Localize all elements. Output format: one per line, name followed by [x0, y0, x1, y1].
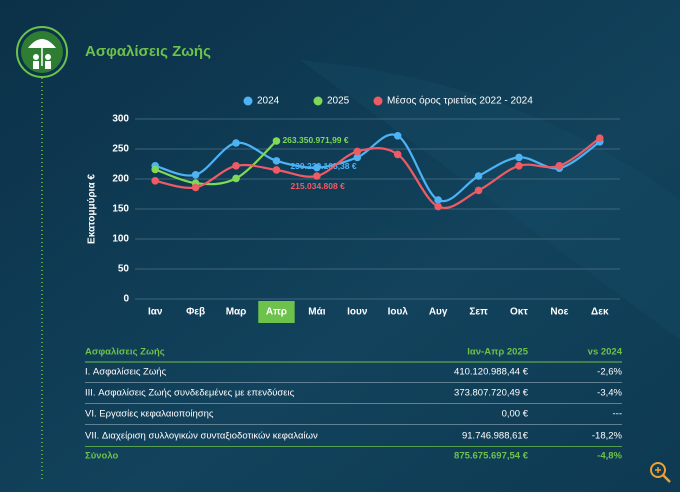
x-tick-label: Αυγ — [429, 307, 448, 318]
table-cell: 410.120.988,44 € — [454, 367, 529, 378]
point — [151, 177, 160, 185]
table-header: Ασφαλίσεις Ζωής — [85, 347, 165, 358]
y-tick-label: 100 — [112, 234, 129, 245]
x-tick-label: Ιαν — [148, 307, 163, 318]
point — [272, 137, 281, 145]
table-cell: VI. Εργασίες κεφαλαιοποίησης — [85, 409, 214, 420]
x-tick-label: Ιουν — [347, 307, 368, 318]
point — [272, 166, 281, 174]
y-tick-label: 150 — [112, 204, 129, 215]
point — [353, 153, 362, 162]
x-tick-label: Οκτ — [510, 307, 528, 318]
table-header: vs 2024 — [588, 347, 623, 358]
point — [434, 196, 442, 204]
data-label: 263.350.971,99 € — [282, 135, 348, 145]
x-tick-label: Δεκ — [591, 307, 609, 318]
table-cell: 0,00 € — [502, 409, 529, 420]
highlight-box — [258, 301, 295, 323]
point — [353, 147, 362, 156]
legend-label: Μέσος όρος τριετίας 2022 - 2024 — [387, 95, 533, 107]
x-tick-label: Ιουλ — [388, 307, 409, 318]
point — [191, 183, 200, 192]
x-tick-label: Απρ — [266, 307, 287, 318]
point — [515, 162, 523, 170]
legend-label: 2024 — [257, 96, 280, 107]
x-tick-label: Μαρ — [226, 307, 247, 318]
table-cell: -2,6% — [597, 367, 622, 378]
x-tick-label: Μάι — [308, 307, 325, 318]
y-tick-label: 250 — [112, 144, 129, 155]
legend-marker — [313, 96, 323, 106]
legend-marker — [373, 96, 383, 106]
y-tick-label: 0 — [123, 294, 129, 305]
point — [232, 174, 240, 183]
point — [434, 202, 442, 211]
point — [393, 150, 402, 159]
point — [313, 172, 321, 180]
point — [474, 186, 483, 195]
table-cell: -18,2% — [592, 431, 623, 442]
x-tick-label: Σεπ — [469, 307, 488, 318]
point — [555, 162, 564, 170]
y-tick-label: 300 — [112, 114, 129, 125]
y-tick-label: 200 — [112, 174, 129, 185]
table-cell: VII. Διαχείριση συλλογικών συνταξιοδοτικ… — [85, 431, 318, 442]
point — [151, 165, 160, 174]
point — [232, 162, 240, 170]
data-label: 230.229.105,38 € — [290, 161, 356, 171]
table-cell: --- — [613, 409, 623, 420]
table-cell: I. Ασφαλίσεις Ζωής — [85, 367, 167, 378]
decor — [300, 60, 680, 340]
page-title: Ασφαλίσεις Ζωής — [85, 43, 211, 60]
table-cell: III. Ασφαλίσεις Ζωής συνδεδεμένες με επε… — [85, 388, 295, 399]
series-line — [154, 140, 278, 186]
table-total: Σύνολο — [85, 451, 118, 462]
point — [515, 153, 523, 162]
x-tick-label: Νοε — [550, 307, 568, 318]
x-tick-label: Φεβ — [186, 307, 205, 318]
table-cell: 91.746.988,61€ — [462, 431, 529, 442]
table-total: -4,8% — [597, 451, 622, 462]
table-total: 875.675.697,54 € — [454, 451, 529, 462]
point — [191, 171, 200, 179]
point — [313, 163, 321, 172]
y-axis-label: Εκατομμύρια € — [87, 174, 98, 244]
logo — [16, 26, 68, 78]
table-cell: -3,4% — [597, 388, 622, 399]
table-header: Ιαν-Απρ 2025 — [467, 347, 528, 358]
point — [595, 134, 604, 142]
y-tick-label: 50 — [118, 264, 130, 275]
point — [393, 132, 402, 140]
table-cell: 373.807.720,49 € — [454, 388, 529, 399]
data-label: 215.034.808 € — [290, 181, 345, 191]
zoom-icon[interactable] — [650, 462, 671, 483]
point — [272, 157, 281, 165]
legend-label: 2025 — [327, 96, 350, 107]
point — [474, 172, 483, 180]
legend-marker — [243, 96, 253, 106]
point — [232, 139, 240, 147]
